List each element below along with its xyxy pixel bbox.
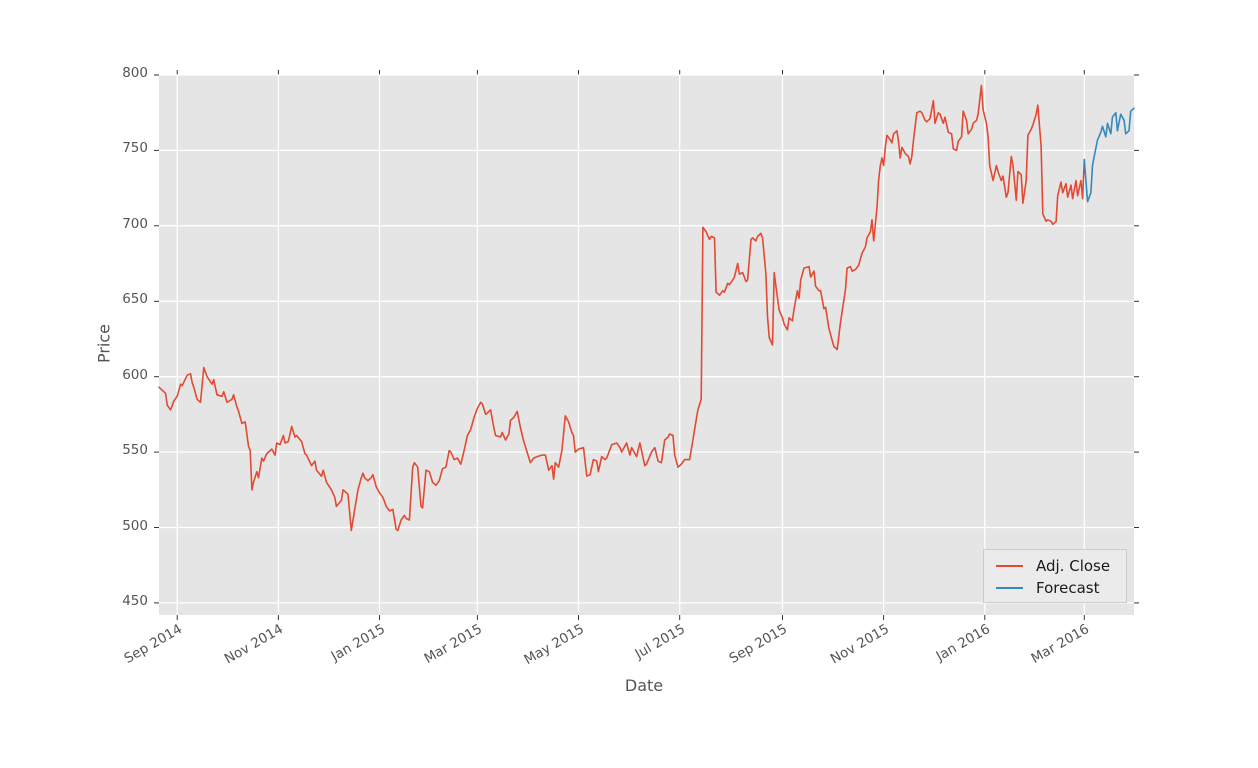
- adj-close-line-sample-icon: [996, 565, 1023, 567]
- legend-item-forecast: Forecast: [996, 577, 1126, 599]
- legend-label-adj-close: Adj. Close: [1036, 557, 1111, 575]
- y-axis-title: Price: [94, 323, 114, 364]
- legend-item-adj-close: Adj. Close: [996, 555, 1126, 577]
- forecast-line-sample-icon: [996, 587, 1023, 589]
- legend: Adj. Close Forecast: [983, 549, 1127, 603]
- legend-label-forecast: Forecast: [1036, 579, 1100, 597]
- x-axis-title: Date: [624, 676, 664, 695]
